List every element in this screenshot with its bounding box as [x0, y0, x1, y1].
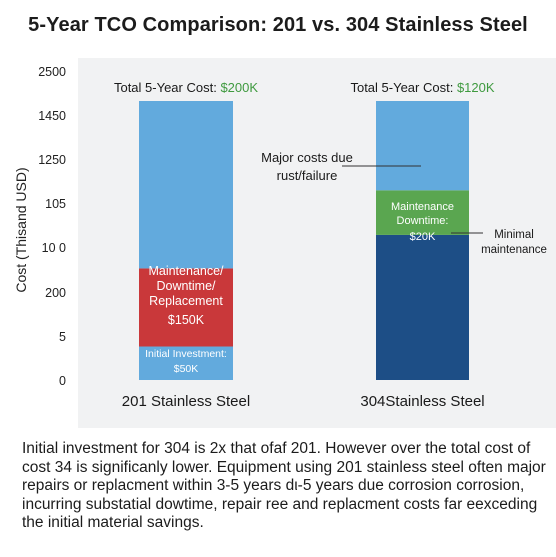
label-line: Downtime/ [156, 279, 216, 293]
y-tick-label: 200 [45, 286, 66, 300]
bar-segment [139, 101, 233, 269]
downtime-segment-value: $20K [410, 231, 436, 243]
initial-investment-value: $50K [174, 363, 199, 375]
category-label: 201 Stainless Steel [122, 393, 250, 410]
label-line: Maintenance [391, 201, 454, 213]
total-cost-prefix: Total 5-Year Cost: [350, 80, 456, 95]
bars-group [139, 101, 469, 380]
y-tick-label: 10 0 [42, 241, 66, 255]
footnote-text: Initial investment for 304 is 2x that of… [22, 440, 546, 531]
y-tick-label: 5 [59, 330, 66, 344]
total-cost-value: $200K [220, 80, 258, 95]
y-tick-label: 105 [45, 197, 66, 211]
bar-segment [139, 346, 233, 380]
label-line: Downtime: [397, 215, 449, 227]
annotation-minimal-maintenance: Minimal maintenance [481, 229, 547, 256]
label-line: Replacement [149, 294, 223, 308]
maintenance-segment-label: Maintenance/Downtime/Replacement [148, 264, 224, 308]
bar-segment [139, 268, 233, 347]
y-tick-label: 1250 [38, 153, 66, 167]
total-cost-value: $120K [457, 80, 495, 95]
initial-investment-label: Initial Investment: [145, 348, 227, 360]
chart-title: 5-Year TCO Comparison: 201 vs. 304 Stain… [28, 14, 528, 36]
y-tick-label: 0 [59, 374, 66, 388]
y-tick-label: 2500 [38, 65, 66, 79]
maintenance-segment-value: $150K [168, 313, 205, 327]
annotation-line: rust/failure [277, 168, 338, 183]
y-tick-label: 1450 [38, 109, 66, 123]
category-label: 304Stainless Steel [360, 393, 484, 410]
annotation-rust-failure: Major costs due rust/failure [261, 150, 353, 183]
total-cost-prefix: Total 5-Year Cost: [114, 80, 220, 95]
bar-segment [376, 234, 469, 380]
bar-segment [376, 190, 469, 235]
downtime-segment-label: Maintenance Downtime: [391, 201, 454, 227]
y-axis-label: Cost (Thisand USD) [13, 167, 29, 292]
labels-group: 201 Stainless Steel Total 5-Year Cost: $2… [114, 80, 547, 410]
annotation-line: maintenance [481, 244, 547, 256]
bar-segment [376, 101, 469, 191]
stacked-bar-chart: Cost (Thisand USD) 0 5 200 10 0 105 1250 1450 2… [13, 65, 547, 410]
annotation-line: Major costs due [261, 150, 353, 165]
y-axis-ticks: 0 5 200 10 0 105 1250 1450 2500 [38, 65, 66, 388]
total-cost-label: Total 5-Year Cost: $200K [114, 80, 258, 95]
annotation-line: Minimal [494, 229, 534, 241]
label-line: Maintenance/ [148, 264, 224, 278]
total-cost-label: Total 5-Year Cost: $120K [350, 80, 494, 95]
